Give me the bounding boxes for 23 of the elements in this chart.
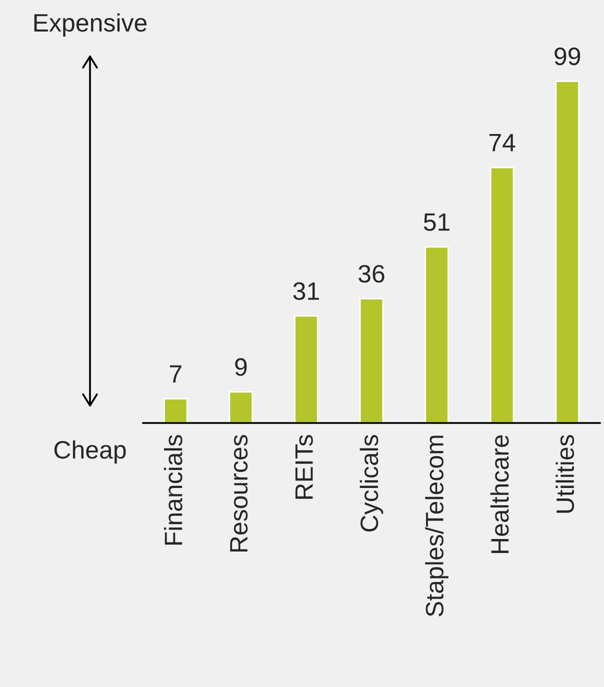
data-label: 36	[358, 264, 384, 283]
text: Cheap	[54, 440, 126, 464]
data-label: 74	[489, 134, 516, 152]
bar	[294, 315, 318, 423]
bar	[228, 391, 254, 423]
data-label: 7	[170, 365, 182, 383]
x-tick-label: Financials	[164, 435, 182, 545]
bar	[490, 166, 514, 423]
x-tick-label: Cyclicals	[360, 435, 384, 532]
data-label: 99	[554, 48, 580, 66]
data-label: 9	[235, 358, 247, 376]
data-label: 31	[293, 282, 319, 300]
x-tick-label: Healthcare	[490, 435, 509, 553]
bar	[164, 398, 188, 423]
x-tick-label: REITs	[295, 435, 313, 499]
bar	[359, 298, 384, 423]
x-tick-label: Utilities	[556, 435, 574, 513]
x-tick-label: Staples/Telecom	[425, 436, 448, 616]
bar	[555, 80, 580, 423]
x-tick-label: Resources	[230, 435, 248, 552]
bar	[424, 246, 449, 423]
data-label: 51	[424, 213, 450, 231]
text: Expensive	[34, 13, 147, 37]
